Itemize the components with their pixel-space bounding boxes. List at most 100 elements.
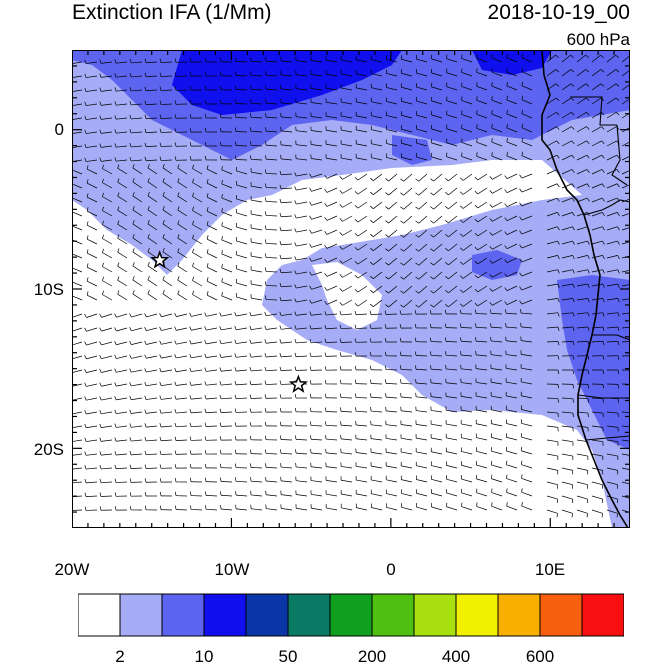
wind-barb-flag xyxy=(602,269,605,274)
wind-barb-flag xyxy=(556,126,560,130)
wind-barb-flag xyxy=(250,57,252,62)
wind-barb-shaft xyxy=(147,223,158,231)
wind-barb-shaft xyxy=(116,439,128,442)
wind-barb-shaft xyxy=(176,383,188,386)
wind-barb-flag xyxy=(144,478,147,483)
wind-barb-flag xyxy=(415,304,419,308)
wind-barb-shaft xyxy=(177,279,188,287)
wind-barb-flag xyxy=(572,312,575,317)
wind-barb-flag xyxy=(84,492,87,497)
wind-barb-flag xyxy=(249,312,252,316)
wind-barb-flag xyxy=(617,384,620,389)
wind-barb-flag xyxy=(206,165,209,170)
wind-barb-flag xyxy=(174,450,177,455)
wind-barb-shaft xyxy=(546,197,558,203)
wind-barb-shaft xyxy=(251,480,263,483)
wind-barb-shaft xyxy=(311,493,323,497)
wind-barb-shaft xyxy=(236,369,248,372)
wind-barb-flag xyxy=(354,233,359,237)
wind-barb-shaft xyxy=(371,101,383,105)
wind-barb-shaft xyxy=(386,73,398,77)
wind-barb-flag xyxy=(340,407,342,412)
wind-barb-flag xyxy=(587,212,590,217)
wind-barb-flag xyxy=(489,218,493,222)
wind-barb-shaft xyxy=(265,187,278,189)
wind-barb-shaft xyxy=(576,126,587,133)
wind-barb-flag xyxy=(354,247,359,251)
wind-barb-shaft xyxy=(506,505,518,511)
wind-barb-flag xyxy=(189,156,192,161)
wind-barb-flag xyxy=(429,323,432,328)
wind-barb-shaft xyxy=(355,327,368,329)
wind-barb-flag xyxy=(219,99,222,104)
wind-barb-shaft xyxy=(131,61,143,64)
wind-barb-shaft xyxy=(491,113,503,119)
wind-barb-shaft xyxy=(476,395,488,399)
wind-barb-shaft xyxy=(477,229,488,237)
wind-barb-shaft xyxy=(576,169,588,175)
colorbar-swatch xyxy=(78,593,121,637)
wind-barb-shaft xyxy=(561,212,573,217)
wind-barb-flag xyxy=(99,115,102,120)
wind-barb-flag xyxy=(445,206,449,210)
wind-barb-flag xyxy=(370,191,374,195)
wind-barb-shaft xyxy=(506,187,518,194)
wind-barb-shaft xyxy=(356,157,368,161)
wind-barb-shaft xyxy=(386,493,398,497)
wind-barb-flag xyxy=(572,398,574,403)
wind-barb-flag xyxy=(189,353,192,358)
wind-barb-flag xyxy=(324,202,328,207)
wind-barb-flag xyxy=(279,407,282,413)
map-title: Extinction IFA (1/Mm) xyxy=(72,1,272,24)
wind-barb-shaft xyxy=(146,89,158,92)
wind-barb-shaft xyxy=(102,252,113,259)
wind-barb-flag xyxy=(572,355,575,360)
wind-barb-shaft xyxy=(476,423,488,427)
wind-barb-flag xyxy=(192,290,195,295)
wind-barb-shaft xyxy=(131,75,143,78)
wind-barb-shaft xyxy=(621,495,630,499)
wind-barb-shaft xyxy=(296,201,308,205)
wind-barb-flag xyxy=(445,262,449,266)
wind-barb-shaft xyxy=(492,257,503,264)
wind-barb-shaft xyxy=(576,326,588,329)
wind-barb-flag xyxy=(132,290,135,295)
wind-barb-shaft xyxy=(431,128,443,133)
wind-barb-flag xyxy=(294,200,297,205)
wind-barb-shaft xyxy=(266,313,278,317)
wind-barb-flag xyxy=(159,478,162,483)
wind-barb-flag xyxy=(86,221,89,226)
wind-barb-shaft xyxy=(191,411,203,414)
wind-barb-shaft xyxy=(418,187,428,196)
wind-barb-shaft xyxy=(236,341,248,344)
wind-barb-flag xyxy=(587,398,589,403)
wind-barb-shaft xyxy=(326,143,338,147)
wind-barb-shaft xyxy=(521,155,533,161)
wind-barb-flag xyxy=(519,174,523,179)
wind-barb-flag xyxy=(601,140,605,145)
wind-barb-flag xyxy=(279,240,282,245)
wind-barb-flag xyxy=(144,395,147,400)
wind-barb-shaft xyxy=(401,410,413,413)
wind-barb-shaft xyxy=(265,201,278,203)
wind-barb-shaft xyxy=(265,229,278,231)
wind-barb-shaft xyxy=(521,187,533,193)
wind-barb-flag xyxy=(309,187,312,192)
wind-barb-shaft xyxy=(403,299,413,308)
wind-barb-shaft xyxy=(280,452,293,455)
wind-barb-shaft xyxy=(476,368,488,371)
wind-barb-shaft xyxy=(281,341,293,344)
wind-barb-shaft xyxy=(418,173,428,182)
wind-barb-shaft xyxy=(430,354,443,357)
wind-barb-flag xyxy=(177,290,180,295)
wind-barb-flag xyxy=(572,240,575,245)
wind-barb-shaft xyxy=(546,425,558,428)
wind-barb-shaft xyxy=(251,171,263,175)
wind-barb-shaft xyxy=(192,210,203,217)
wind-barb-shaft xyxy=(326,480,338,483)
wind-barb-shaft xyxy=(446,465,458,469)
wind-barb-flag xyxy=(221,165,223,171)
wind-barb-shaft xyxy=(591,341,604,343)
wind-barb-shaft xyxy=(102,294,113,301)
wind-barb-flag xyxy=(601,197,605,202)
